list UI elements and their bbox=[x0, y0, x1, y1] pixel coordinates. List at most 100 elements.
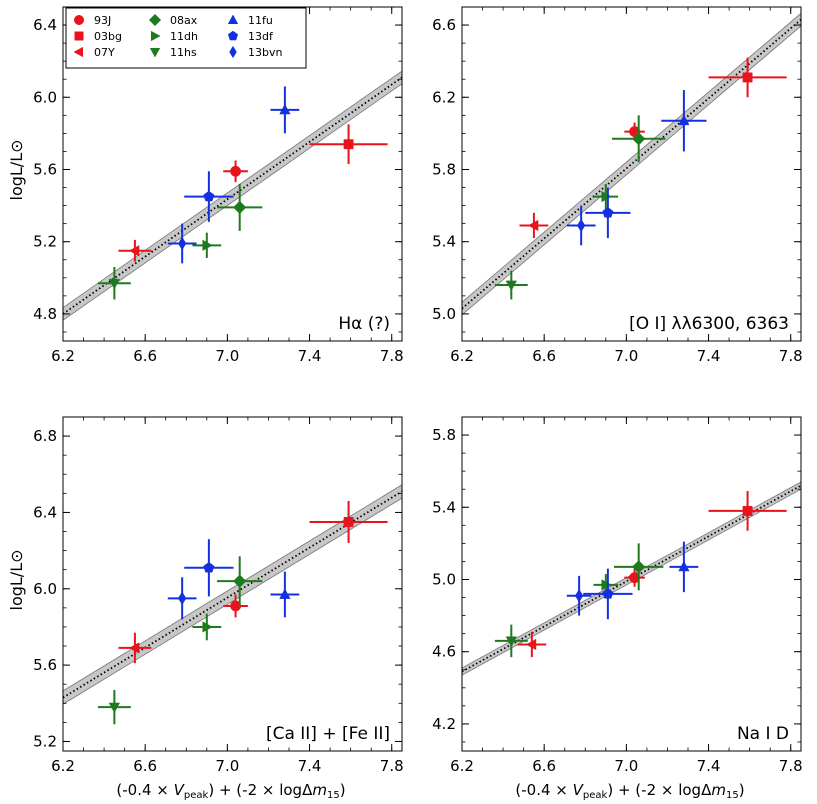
point-03bg bbox=[309, 500, 388, 543]
x-tick-label: 6.2 bbox=[51, 757, 75, 775]
marker-93J bbox=[230, 165, 242, 177]
x-tick-label: 7.4 bbox=[298, 347, 322, 365]
marker-11hs bbox=[505, 636, 517, 647]
legend-marker-11dh bbox=[151, 30, 161, 42]
x-tick-label: 7.0 bbox=[614, 347, 638, 365]
xlabel-left: (-0.4 × Vpeak) + (-2 × logΔm15) bbox=[116, 781, 345, 801]
y-tick-label: 6.2 bbox=[432, 88, 456, 106]
legend-label: 11dh bbox=[170, 30, 198, 43]
legend-label: 11hs bbox=[170, 46, 197, 59]
marker-11hs bbox=[108, 702, 121, 714]
y-tick-label: 6.8 bbox=[33, 427, 57, 445]
point-13df bbox=[585, 187, 631, 239]
point-93J bbox=[624, 568, 645, 587]
x-tick-label: 7.8 bbox=[380, 347, 404, 365]
point-13df bbox=[184, 171, 234, 222]
y-tick-label: 5.2 bbox=[33, 732, 57, 750]
x-tick-label: 6.2 bbox=[450, 757, 474, 775]
marker-11fu bbox=[678, 560, 690, 572]
point-11dh bbox=[593, 183, 619, 210]
point-13df bbox=[184, 539, 234, 597]
marker-13df bbox=[203, 561, 215, 573]
ylabel-bottom: logL/L⊙ bbox=[7, 549, 26, 610]
marker-11fu bbox=[279, 588, 291, 599]
y-tick-label: 5.6 bbox=[33, 160, 57, 178]
y-tick-label: 5.0 bbox=[432, 570, 456, 588]
legend-marker-03bg bbox=[74, 31, 84, 41]
panel-bottom-right: 6.2 6.6 7.0 7.4 7.8 4.2 4.6 5.0 5.4 5.8 Na I D bbox=[432, 416, 803, 775]
point-93J bbox=[223, 594, 248, 618]
x-tick-label: 6.2 bbox=[450, 347, 474, 365]
x-tick-label: 6.6 bbox=[133, 757, 157, 775]
marker-07Y bbox=[128, 245, 140, 257]
x-tick-label: 7.0 bbox=[614, 757, 638, 775]
marker-11hs bbox=[108, 278, 121, 290]
point-13bvn bbox=[167, 223, 197, 264]
marker-08ax bbox=[632, 132, 646, 146]
marker-03bg bbox=[742, 72, 753, 83]
axes-frame bbox=[62, 416, 403, 752]
point-08ax bbox=[217, 556, 263, 606]
y-tick-label: 5.8 bbox=[432, 426, 456, 444]
x-tick-label: 6.6 bbox=[532, 347, 556, 365]
y-tick-label: 6.0 bbox=[33, 88, 57, 106]
point-03bg bbox=[708, 57, 787, 98]
panel-top-left: 6.2 6.6 7.0 7.4 7.8 4.8 5.2 5.6 6.0 6.4 Hα (?) bbox=[33, 6, 404, 365]
x-tick-label: 7.8 bbox=[779, 347, 803, 365]
legend-marker-11fu bbox=[227, 14, 239, 24]
marker-93J bbox=[230, 600, 242, 612]
point-13df bbox=[583, 568, 633, 620]
panel-title: Hα (?) bbox=[338, 314, 390, 334]
x-tick-label: 7.0 bbox=[215, 347, 239, 365]
x-tick-label: 7.8 bbox=[779, 757, 803, 775]
marker-13df bbox=[203, 190, 215, 202]
marker-03bg bbox=[343, 517, 354, 527]
x-tick-label: 7.4 bbox=[697, 757, 721, 775]
marker-11hs bbox=[505, 280, 517, 292]
point-11hs bbox=[97, 266, 131, 300]
legend-label: 11fu bbox=[248, 14, 273, 27]
panel-title: Na I D bbox=[737, 724, 789, 744]
point-07Y bbox=[517, 631, 547, 658]
marker-11fu bbox=[279, 103, 291, 115]
point-07Y bbox=[118, 239, 152, 262]
legend-marker-13bvn bbox=[229, 45, 237, 59]
x-tick-label: 7.4 bbox=[298, 757, 322, 775]
y-tick-label: 5.6 bbox=[33, 656, 57, 674]
x-tick-label: 6.6 bbox=[133, 347, 157, 365]
panel-title: [Ca II] + [Fe II] bbox=[266, 724, 390, 744]
y-tick-label: 6.6 bbox=[432, 16, 456, 34]
y-tick-label: 6.0 bbox=[33, 580, 57, 598]
point-11hs bbox=[494, 624, 528, 658]
legend-frame bbox=[65, 7, 307, 69]
legend-entry-11hs: 11hs bbox=[149, 46, 197, 59]
marker-13bvn bbox=[178, 591, 187, 606]
x-tick-label: 7.0 bbox=[215, 757, 239, 775]
legend-entry-11dh: 11dh bbox=[151, 30, 198, 43]
marker-08ax bbox=[233, 574, 247, 588]
point-93J bbox=[223, 160, 248, 183]
axes-frame bbox=[461, 416, 802, 752]
point-08ax bbox=[217, 183, 263, 231]
point-03bg bbox=[708, 491, 787, 531]
legend-marker-93J bbox=[74, 15, 84, 25]
point-11fu bbox=[270, 86, 300, 134]
marker-11dh bbox=[202, 239, 213, 251]
x-tick-label: 7.8 bbox=[380, 757, 404, 775]
legend-label: 13bvn bbox=[248, 46, 282, 59]
marker-07Y bbox=[128, 642, 140, 654]
marker-11dh bbox=[601, 579, 612, 591]
marker-13df bbox=[602, 207, 614, 218]
panel-title: [O I] λλ6300, 6363 bbox=[629, 314, 789, 334]
axes-frame bbox=[461, 6, 802, 342]
marker-13bvn bbox=[178, 236, 187, 251]
marker-11dh bbox=[601, 190, 612, 203]
y-tick-label: 4.6 bbox=[432, 643, 456, 661]
point-13bvn bbox=[167, 577, 197, 620]
point-11fu bbox=[270, 571, 300, 618]
legend-label: 93J bbox=[94, 14, 111, 27]
x-tick-label: 6.2 bbox=[51, 347, 75, 365]
point-11dh bbox=[192, 613, 222, 641]
legend-entry-93J: 93J bbox=[74, 14, 111, 27]
marker-11dh bbox=[202, 621, 213, 633]
